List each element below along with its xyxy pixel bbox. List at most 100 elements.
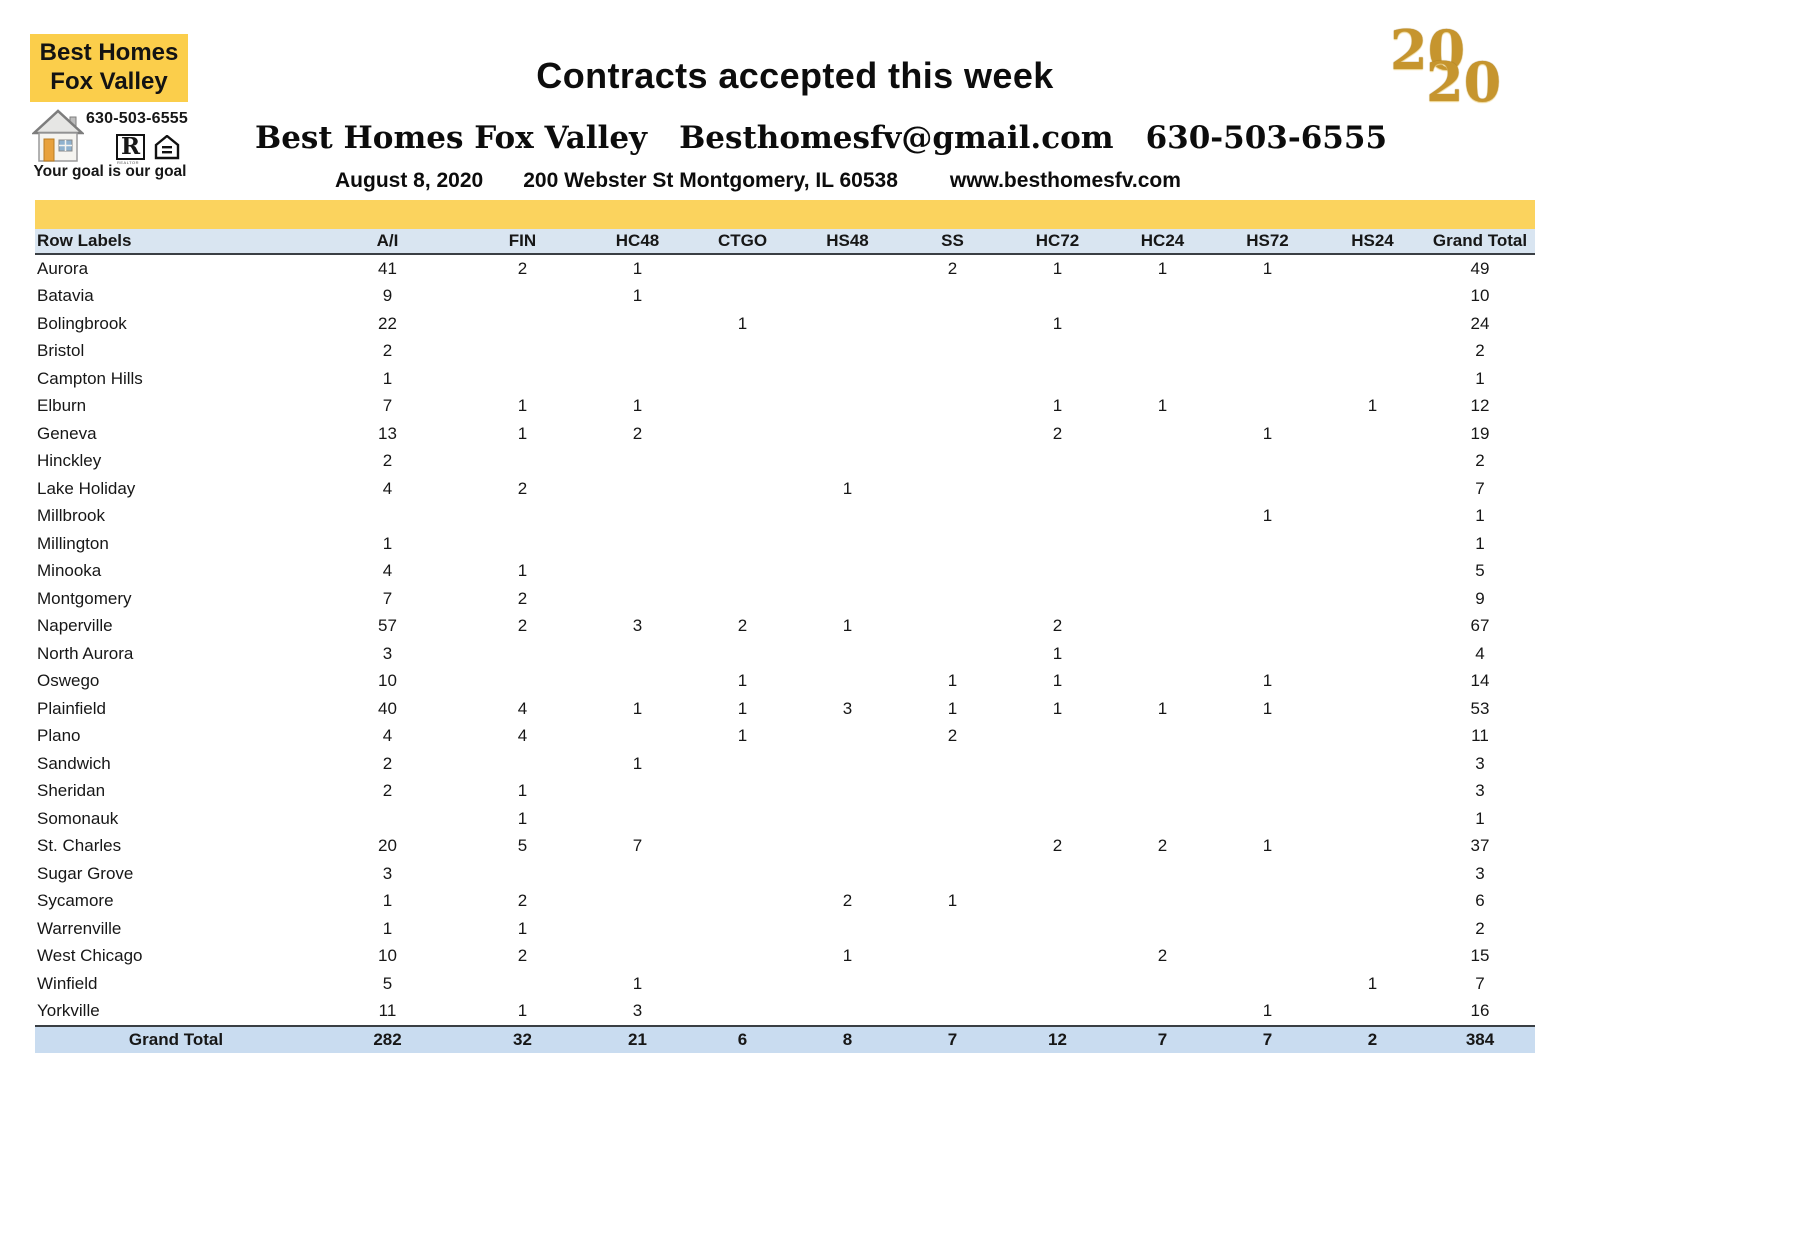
table-cell: 3 <box>585 997 690 1026</box>
table-cell: 57 <box>315 612 460 640</box>
table-cell <box>1320 805 1425 833</box>
table-cell <box>900 310 1005 338</box>
table-cell <box>900 420 1005 448</box>
table-cell <box>795 750 900 778</box>
table-row: Plainfield 40 4 1 1 3 1 1 1 1 53 <box>35 695 1535 723</box>
table-cell: 40 <box>315 695 460 723</box>
table-cell <box>1110 887 1215 915</box>
column-header: HC48 <box>585 229 690 255</box>
row-label: Hinckley <box>35 447 315 475</box>
table-cell: 7 <box>585 832 690 860</box>
table-cell <box>1215 640 1320 668</box>
table-cell: 1 <box>460 557 585 585</box>
table-cell <box>460 750 585 778</box>
table-header: Row Labels A/I FIN HC48 CTGO HS48 SS HC72 HC24 HS… <box>35 229 1535 255</box>
table-cell: 1 <box>1215 420 1320 448</box>
table-cell <box>1005 475 1110 503</box>
table-cell <box>795 310 900 338</box>
table-row: North Aurora 3 1 4 <box>35 640 1535 668</box>
row-label: Yorkville <box>35 997 315 1026</box>
table-cell: 9 <box>315 282 460 310</box>
table-cell <box>1110 530 1215 558</box>
table-cell <box>1110 337 1215 365</box>
table-cell <box>1320 475 1425 503</box>
table-cell <box>1110 557 1215 585</box>
row-label: Batavia <box>35 282 315 310</box>
table-cell: 7 <box>315 392 460 420</box>
table-cell <box>1005 447 1110 475</box>
table-cell <box>1005 942 1110 970</box>
table-cell <box>900 337 1005 365</box>
table-cell: 2 <box>1320 1025 1425 1053</box>
table-cell: 4 <box>315 475 460 503</box>
table-cell <box>795 337 900 365</box>
table-cell: 13 <box>315 420 460 448</box>
table-cell <box>1005 970 1110 998</box>
row-label: Minooka <box>35 557 315 585</box>
table-cell: 4 <box>1425 640 1535 668</box>
table-cell: 2 <box>315 447 460 475</box>
table-cell: 1 <box>460 777 585 805</box>
table-cell <box>900 777 1005 805</box>
row-label: St. Charles <box>35 832 315 860</box>
table-row: Lake Holiday 4 2 1 7 <box>35 475 1535 503</box>
table-cell: 1 <box>1215 832 1320 860</box>
table-cell <box>1215 970 1320 998</box>
table-top-band <box>35 200 1535 229</box>
table-cell <box>1320 942 1425 970</box>
table-cell <box>690 585 795 613</box>
table-cell <box>1005 557 1110 585</box>
table-cell <box>315 805 460 833</box>
table-cell: 3 <box>1425 777 1535 805</box>
column-header: FIN <box>460 229 585 255</box>
table-cell: 2 <box>1005 612 1110 640</box>
table-cell: 1 <box>690 310 795 338</box>
table-cell: 4 <box>315 722 460 750</box>
table-cell <box>690 997 795 1026</box>
table-cell <box>690 420 795 448</box>
table-cell: 2 <box>900 254 1005 283</box>
table-cell <box>900 942 1005 970</box>
table-cell <box>690 832 795 860</box>
table-row: Sugar Grove 3 3 <box>35 860 1535 888</box>
table-cell <box>690 805 795 833</box>
table-cell <box>900 832 1005 860</box>
row-label: Sycamore <box>35 887 315 915</box>
table-cell <box>460 365 585 393</box>
table-cell <box>690 887 795 915</box>
table-cell <box>690 502 795 530</box>
table-row: Minooka 4 1 5 <box>35 557 1535 585</box>
table-cell: 1 <box>585 254 690 283</box>
table-row: Geneva 13 1 2 2 1 19 <box>35 420 1535 448</box>
table-cell <box>585 310 690 338</box>
table-cell <box>585 722 690 750</box>
table-cell <box>795 557 900 585</box>
table-cell <box>900 392 1005 420</box>
table-cell <box>460 530 585 558</box>
table-cell <box>1005 750 1110 778</box>
table-cell: 7 <box>1425 475 1535 503</box>
table-cell <box>1110 612 1215 640</box>
table-cell <box>1215 392 1320 420</box>
row-label: Geneva <box>35 420 315 448</box>
table-cell <box>1215 475 1320 503</box>
table-cell <box>1110 585 1215 613</box>
table-cell: 384 <box>1425 1025 1535 1053</box>
table-row: Naperville 57 2 3 2 1 2 67 <box>35 612 1535 640</box>
table-cell: 1 <box>460 392 585 420</box>
table-cell <box>795 585 900 613</box>
table-cell: 4 <box>460 695 585 723</box>
table-cell <box>795 915 900 943</box>
table-cell: 2 <box>1005 420 1110 448</box>
table-cell <box>900 860 1005 888</box>
table-cell: 1 <box>460 997 585 1026</box>
row-label: West Chicago <box>35 942 315 970</box>
table-cell: 1 <box>900 695 1005 723</box>
table-cell <box>1110 970 1215 998</box>
table-cell: 22 <box>315 310 460 338</box>
table-cell: 10 <box>315 942 460 970</box>
table-cell <box>900 585 1005 613</box>
table-header-row: Row Labels A/I FIN HC48 CTGO HS48 SS HC72 HC24 HS… <box>35 229 1535 255</box>
table-cell: 53 <box>1425 695 1535 723</box>
